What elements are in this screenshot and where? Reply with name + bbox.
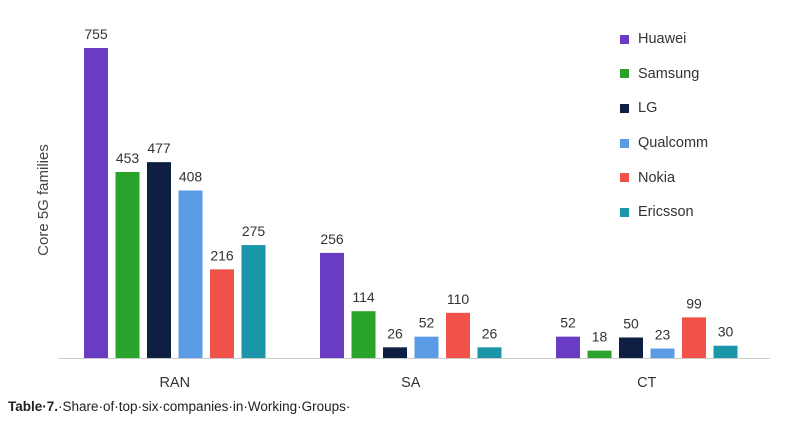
bar-samsung-sa (351, 311, 376, 358)
bar-nokia-ran (210, 269, 234, 358)
legend-item-ericsson: Ericsson (620, 195, 708, 230)
value-label-qualcomm-ran: 408 (179, 168, 203, 184)
caption-text: ·Share·of·top·six·companies·in·Working·G… (58, 399, 351, 414)
legend-item-huawei: Huawei (620, 22, 708, 57)
bar-nokia-sa (446, 312, 470, 358)
legend-swatch-qualcomm (620, 138, 629, 148)
value-label-lg-sa: 26 (387, 325, 403, 341)
value-label-lg-ran: 477 (147, 140, 171, 156)
bar-samsung-ct (587, 350, 612, 358)
legend-swatch-ericsson (620, 207, 629, 217)
x-tick-label-ct: CT (637, 375, 656, 391)
bar-qualcomm-sa (414, 336, 439, 358)
legend-swatch-samsung (620, 69, 629, 79)
value-label-ericsson-ran: 275 (242, 223, 266, 239)
legend-swatch-huawei (620, 34, 629, 44)
legend-label-samsung: Samsung (638, 65, 700, 82)
bar-chart: 755 453 477 408 216 275 256 114 26 52 110 26 52 18 50 2… (35, 26, 770, 391)
bar-lg-ct (619, 337, 643, 358)
legend-label-ericsson: Ericsson (638, 204, 694, 221)
value-label-nokia-sa: 110 (447, 291, 470, 307)
legend-swatch-nokia (620, 173, 629, 183)
legend-item-nokia: Nokia (620, 160, 708, 195)
bar-nokia-ct (682, 317, 706, 358)
value-label-nokia-ran: 216 (210, 247, 234, 263)
caption-label: Table·7. (8, 399, 59, 414)
y-axis-label: Core 5G families (35, 144, 52, 256)
value-label-huawei-ct: 52 (560, 315, 576, 331)
value-label-qualcomm-ct: 23 (655, 327, 671, 343)
legend: Huawei Samsung LG Qualcomm Nokia Ericsson (620, 22, 708, 230)
bar-ericsson-ran (241, 245, 266, 358)
value-label-samsung-sa: 114 (352, 289, 375, 305)
figure-caption: Table·7.·Share·of·top·six·companies·in·W… (8, 399, 350, 414)
value-label-ericsson-sa: 26 (482, 325, 498, 341)
bar-samsung-ran (115, 172, 140, 358)
legend-label-nokia: Nokia (638, 169, 676, 186)
legend-label-huawei: Huawei (638, 31, 687, 48)
bar-huawei-ct (556, 336, 580, 358)
bar-ericsson-ct (713, 345, 738, 358)
value-label-ericsson-ct: 30 (718, 324, 734, 340)
legend-item-lg: LG (620, 91, 708, 126)
value-label-huawei-ran: 755 (84, 26, 108, 42)
x-tick-label-sa: SA (401, 375, 421, 391)
legend-item-qualcomm: Qualcomm (620, 126, 708, 161)
value-label-samsung-ran: 453 (116, 150, 140, 166)
bars-layer (84, 48, 738, 358)
bar-qualcomm-ran (178, 190, 203, 358)
x-tick-label-ran: RAN (159, 375, 190, 391)
bar-huawei-sa (320, 252, 344, 358)
legend-label-qualcomm: Qualcomm (638, 135, 709, 152)
bar-huawei-ran (84, 48, 108, 358)
value-label-lg-ct: 50 (623, 315, 639, 331)
bar-lg-sa (383, 347, 407, 358)
value-label-huawei-sa: 256 (320, 231, 344, 247)
bar-lg-ran (147, 162, 171, 358)
x-tick-labels: RAN SA CT (159, 375, 656, 391)
legend-label-lg: LG (638, 100, 658, 117)
value-label-qualcomm-sa: 52 (419, 315, 435, 331)
value-label-samsung-ct: 18 (592, 329, 608, 345)
legend-item-samsung: Samsung (620, 57, 708, 92)
value-labels-layer: 755 453 477 408 216 275 256 114 26 52 110 26 52 18 50 2… (84, 26, 733, 345)
value-label-nokia-ct: 99 (686, 295, 702, 311)
legend-swatch-lg (620, 103, 629, 113)
bar-qualcomm-ct (650, 348, 675, 358)
bar-ericsson-sa (477, 347, 502, 358)
